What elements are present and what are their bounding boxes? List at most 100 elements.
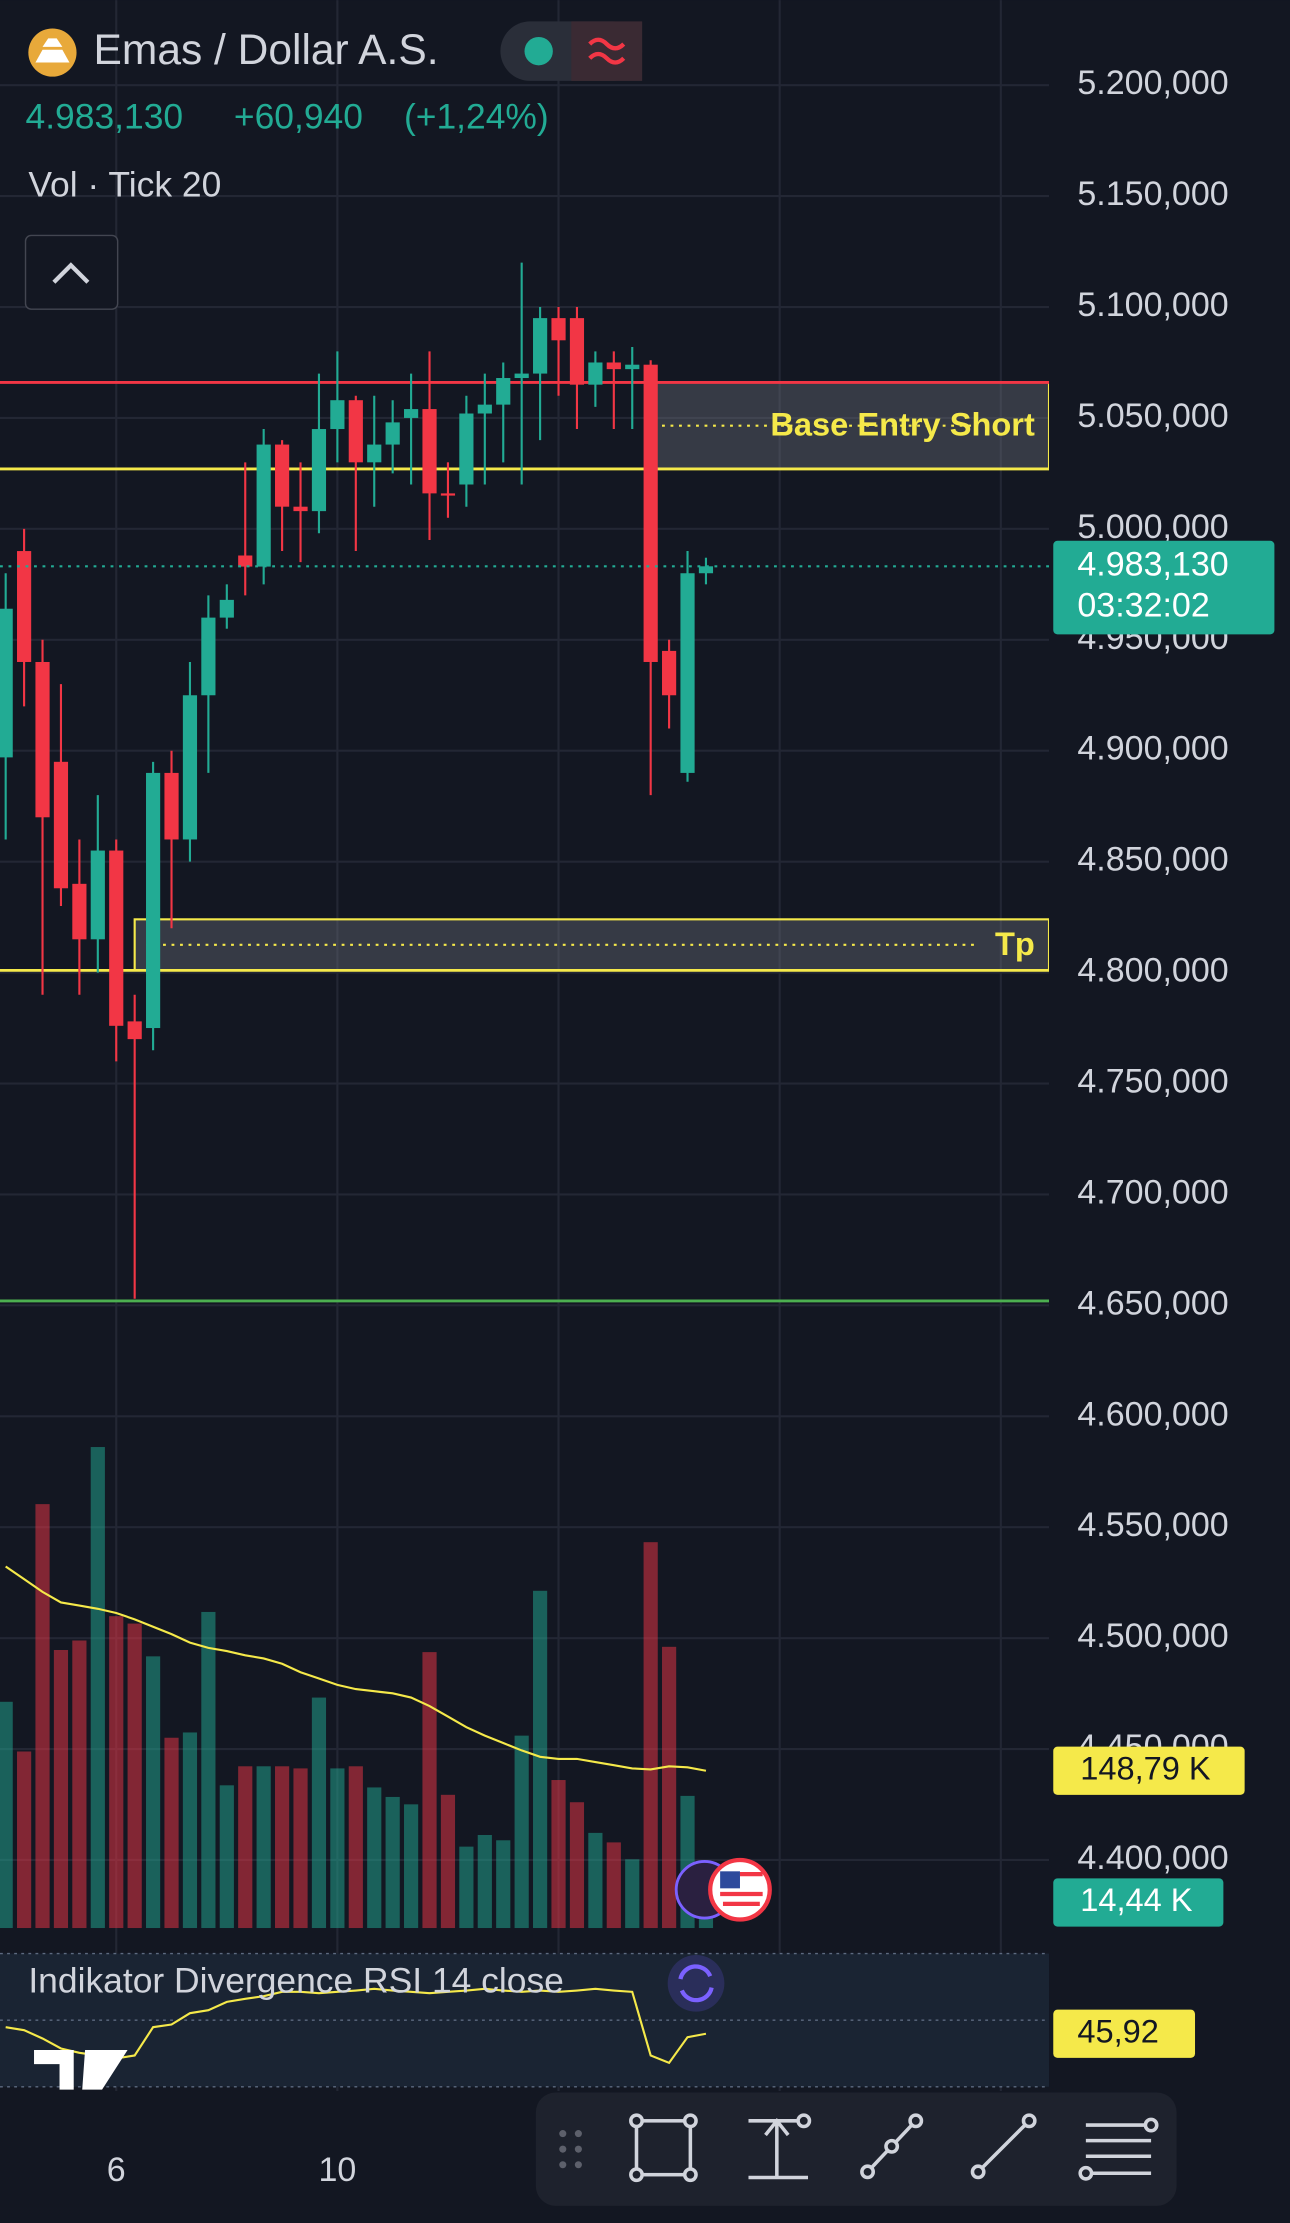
candle-body xyxy=(238,555,253,567)
candle-body xyxy=(588,362,603,385)
last-price-label: 4.983,130 xyxy=(1077,545,1228,583)
volume-badge xyxy=(1053,1878,1224,1927)
volume-bar xyxy=(533,1590,548,1929)
volume-bar xyxy=(662,1646,677,1929)
zone-label: Base Entry Short xyxy=(770,406,1035,443)
status-pill-right xyxy=(571,21,643,81)
x-tick-label: 6 xyxy=(107,2151,126,2189)
volume-bar xyxy=(477,1835,492,1929)
volume-bar xyxy=(256,1766,271,1929)
volume-bar xyxy=(17,1751,32,1929)
header-change-pct: (+1,24%) xyxy=(404,97,549,137)
rsi-legend: Indikator Divergence RSI 14 close xyxy=(28,1961,564,2001)
candle-body xyxy=(219,599,234,618)
volume-bar xyxy=(35,1504,50,1929)
fib-tool[interactable] xyxy=(1078,2117,1159,2181)
candle-body xyxy=(311,429,327,512)
volume-bar xyxy=(551,1780,566,1929)
candle-body xyxy=(385,422,400,445)
rectangle-tool[interactable] xyxy=(629,2113,698,2183)
candle-body xyxy=(459,413,474,485)
volume-bar xyxy=(164,1737,179,1929)
volume-bar xyxy=(440,1794,456,1929)
candle-body xyxy=(514,373,529,379)
candle-body xyxy=(496,378,511,405)
volume-bar xyxy=(422,1652,437,1929)
candle-body xyxy=(606,362,621,370)
candle-body xyxy=(109,850,124,1026)
volume-bar xyxy=(219,1785,234,1929)
y-tick-label: 4.700,000 xyxy=(1077,1173,1228,1211)
candle-body xyxy=(680,573,695,773)
symbol-title: Emas / Dollar A.S. xyxy=(94,27,439,74)
y-tick-label: 5.000,000 xyxy=(1077,508,1228,546)
flag-stripes xyxy=(720,1872,763,1907)
y-tick-label: 5.050,000 xyxy=(1077,397,1228,435)
candle-body xyxy=(17,551,32,662)
market-open-dot xyxy=(524,36,553,66)
candle-body xyxy=(367,444,382,463)
candle-body xyxy=(533,318,548,374)
us-event-icon[interactable] xyxy=(708,1857,772,1922)
gold-bars xyxy=(35,38,70,63)
last-price-badge xyxy=(1053,540,1275,635)
volume-bar xyxy=(625,1859,640,1929)
candle-body xyxy=(662,650,677,696)
volume-bar xyxy=(109,1616,124,1929)
y-tick-label: 4.850,000 xyxy=(1077,841,1228,879)
candle-body xyxy=(35,661,50,818)
volume-bar xyxy=(127,1623,142,1929)
volume-bar xyxy=(569,1802,585,1929)
refresh-button[interactable] xyxy=(667,1954,725,2012)
candle-body xyxy=(201,617,216,696)
candle-body xyxy=(422,409,437,494)
y-tick-label: 4.500,000 xyxy=(1077,1617,1228,1655)
collapse-button[interactable] xyxy=(24,234,119,310)
volume-ma-label: 148,79 K xyxy=(1080,1749,1211,1786)
y-tick-label: 5.150,000 xyxy=(1077,175,1228,213)
volume-ma-badge xyxy=(1053,1746,1245,1795)
flag-canton xyxy=(720,1871,740,1889)
volume-label: 14,44 K xyxy=(1080,1881,1193,1918)
volume-bar xyxy=(182,1732,198,1929)
volume-bar xyxy=(496,1840,511,1929)
candle-body xyxy=(330,400,345,430)
volume-bar xyxy=(90,1447,105,1929)
candle-body xyxy=(146,772,161,1029)
volume-bar xyxy=(238,1766,253,1929)
chevron-up xyxy=(52,262,90,284)
y-tick-label: 4.800,000 xyxy=(1077,952,1228,990)
x-tick-label: 10 xyxy=(318,2151,356,2189)
volume-legend: Vol · Tick 20 xyxy=(28,165,221,205)
candle-body xyxy=(643,364,658,662)
rsi-badge xyxy=(1053,2009,1196,2058)
candle-body xyxy=(0,608,13,758)
rsi-label: 45,92 xyxy=(1077,2012,1159,2049)
volume-bar xyxy=(330,1768,345,1929)
candle-body xyxy=(256,444,271,567)
volume-bar xyxy=(0,1701,13,1929)
candle-body xyxy=(477,404,492,414)
candle-body xyxy=(182,695,198,840)
candle-body xyxy=(72,883,87,940)
header-change: +60,940 xyxy=(234,97,363,137)
candle-body xyxy=(404,409,419,418)
y-tick-label: 5.100,000 xyxy=(1077,286,1228,324)
volume-bar xyxy=(459,1846,474,1929)
candle-body xyxy=(90,850,105,940)
countdown-label: 03:32:02 xyxy=(1077,586,1209,624)
header-price: 4.983,130 xyxy=(26,97,184,137)
candle-body xyxy=(551,318,566,341)
candle-body xyxy=(698,566,714,574)
drag-handle[interactable] xyxy=(559,2130,582,2169)
trend-line-tool[interactable] xyxy=(970,2113,1037,2180)
volume-bar xyxy=(367,1787,382,1929)
path-tool[interactable] xyxy=(860,2113,924,2180)
volume-bar xyxy=(348,1766,363,1929)
volume-bar xyxy=(201,1611,216,1929)
volume-bar xyxy=(72,1640,87,1929)
price-range-tool[interactable] xyxy=(748,2113,812,2180)
candle-body xyxy=(440,493,456,496)
volume-bar xyxy=(53,1650,69,1929)
